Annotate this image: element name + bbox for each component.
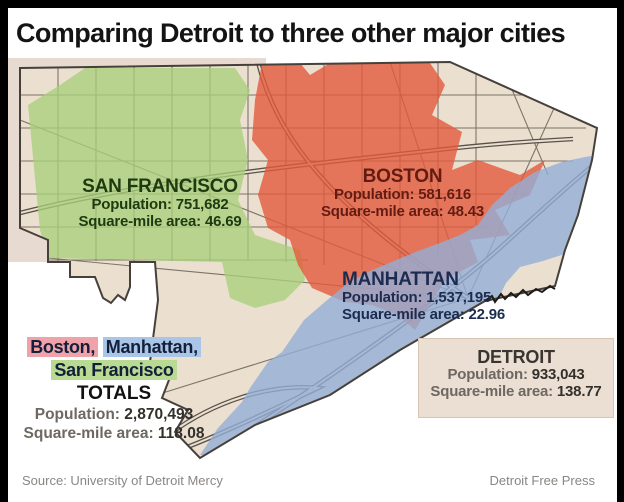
- boston-label: BOSTON Population: 581,616 Square-mile a…: [290, 166, 515, 221]
- boston-highlight: Boston,: [27, 337, 99, 357]
- totals-area: Square-mile area: 118.08: [23, 425, 205, 442]
- infographic-panel: Comparing Detroit to three other major c…: [8, 8, 617, 502]
- city-overlays: [28, 63, 597, 455]
- totals-title: TOTALS: [76, 383, 152, 404]
- manhattan-name: MANHATTAN: [342, 269, 459, 290]
- page-title: Comparing Detroit to three other major c…: [16, 18, 566, 48]
- san-francisco-name: SAN FRANCISCO: [82, 176, 238, 197]
- san-francisco-label: SAN FRANCISCO Population: 751,682 Square…: [40, 176, 280, 231]
- totals-population: Population: 2,870,493: [34, 406, 194, 423]
- detroit-comparison-map: [8, 55, 608, 463]
- manhattan-area: Square-mile area: 22.96: [342, 306, 506, 324]
- boston-area: Square-mile area: 48.43: [320, 203, 484, 221]
- detroit-info-box: DETROIT Population: 933,043 Square-mile …: [418, 338, 614, 418]
- totals-box: Boston, Manhattan, San Francisco TOTALS …: [14, 336, 214, 443]
- san-francisco-highlight: San Francisco: [51, 359, 177, 380]
- manhattan-label: MANHATTAN Population: 1,537,195 Square-m…: [342, 269, 572, 324]
- manhattan-overlay: [200, 155, 597, 455]
- map-svg: [8, 58, 599, 460]
- san-francisco-overlay: [28, 68, 305, 308]
- boston-population: Population: 581,616: [333, 186, 472, 204]
- press-credit: Detroit Free Press: [489, 473, 595, 488]
- san-francisco-population: Population: 751,682: [91, 196, 229, 214]
- manhattan-highlight: Manhattan,: [102, 337, 201, 357]
- shoreline-squiggle: [484, 284, 556, 304]
- totals-city-list-line1: Boston, Manhattan,: [14, 336, 214, 359]
- detroit-area: Square-mile area: 138.77: [430, 382, 602, 400]
- detroit-population: Population: 933,043: [447, 366, 585, 384]
- san-francisco-area: Square-mile area: 46.69: [78, 213, 242, 231]
- boston-name: BOSTON: [362, 166, 443, 187]
- source-credit: Source: University of Detroit Mercy: [22, 473, 223, 488]
- detroit-name: DETROIT: [477, 347, 555, 367]
- manhattan-population: Population: 1,537,195: [342, 289, 492, 307]
- totals-city-list-line2: San Francisco: [14, 359, 214, 382]
